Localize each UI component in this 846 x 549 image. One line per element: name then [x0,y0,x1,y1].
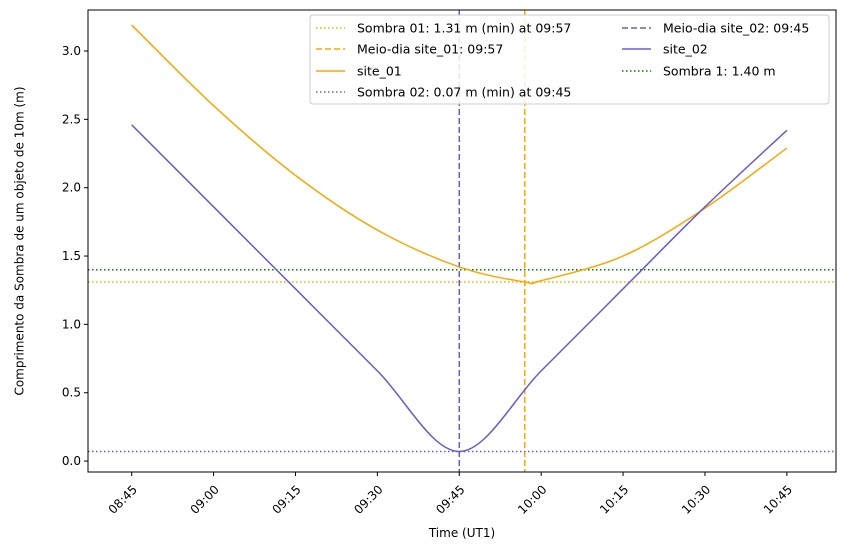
x-tick-label: 10:45 [761,482,795,516]
axis-ticks: 08:45 09:00 09:15 09:30 09:45 10:00 10:15 10:30… [62,44,795,517]
plot-content [88,10,836,472]
x-tick-label: 10:15 [597,482,631,516]
series-line-site_02 [131,124,788,453]
legend-entry-label: Sombra 02: 0.07 m (min) at 09:45 [357,85,571,100]
plot-area [88,10,836,472]
y-tick-label: 2.0 [62,181,81,195]
x-tick-label: 09:15 [269,482,303,516]
y-tick-label: 3.0 [62,44,81,58]
y-tick-label: 2.5 [62,112,81,126]
legend-entry-label: site_01 [357,64,402,79]
x-tick-label: 10:00 [515,482,549,516]
x-tick-label: 08:45 [106,482,140,516]
y-tick-label: 0.0 [62,454,81,468]
legend-entry-label: Sombra 01: 1.31 m (min) at 09:57 [357,21,571,36]
y-axis-label: Comprimento da Sombra de um objeto de 10… [13,86,27,395]
y-tick-label: 0.5 [62,386,81,400]
x-tick-label: 10:30 [679,482,713,516]
series-line-site_01 [131,24,788,285]
legend-box [309,14,830,105]
y-tick-label: 1.5 [62,249,81,263]
x-tick-label: 09:45 [433,482,467,516]
legend-entry-label: Meio-dia site_01: 09:57 [357,42,503,57]
legend-entry-label: Sombra 1: 1.40 m [663,64,776,79]
legend-entry-label: site_02 [663,42,708,57]
axes-frame [87,9,837,473]
y-tick-label: 1.0 [62,317,81,331]
x-tick-label: 09:30 [351,482,385,516]
x-tick-label: 09:00 [188,482,222,516]
legend-entry-label: Meio-dia site_02: 09:45 [663,21,809,36]
legend: Sombra 01: 1.31 m (min) at 09:57 Meio-dia… [309,14,830,105]
x-axis-label: Time (UT1) [428,526,495,540]
